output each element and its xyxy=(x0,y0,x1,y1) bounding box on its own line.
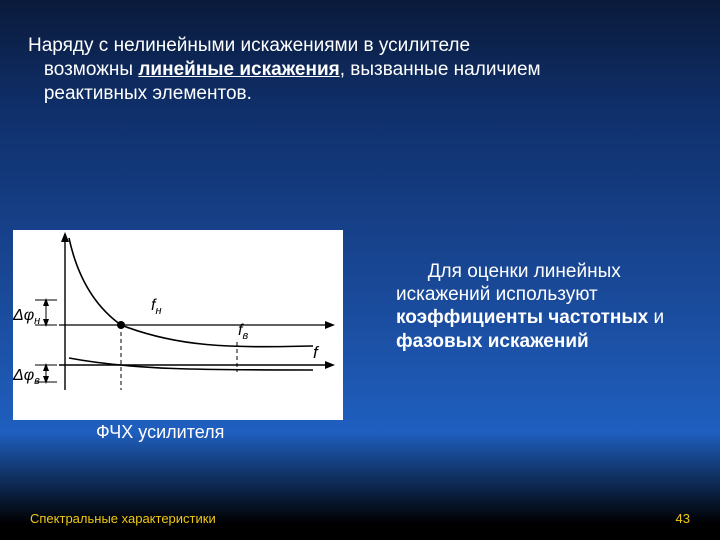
label-dphi-h: Δφ xyxy=(13,307,34,324)
right-p1: Для оценки линейных искажений используют xyxy=(396,261,621,305)
body-line2a: возможны xyxy=(44,59,139,80)
body-line3: реактивных элементов. xyxy=(44,83,252,104)
svg-text:Δφв: Δφв xyxy=(13,367,40,387)
label-f: f xyxy=(313,343,320,362)
slide: Наряду с нелинейными искажениями в усили… xyxy=(0,0,720,540)
svg-text:Δφн: Δφн xyxy=(13,307,40,327)
body-paragraph: Наряду с нелинейными искажениями в усили… xyxy=(28,34,692,105)
figure-caption: ФЧХ усилителя xyxy=(96,422,224,443)
body-line1: Наряду с нелинейными искажениями в усили… xyxy=(28,35,470,56)
body-line2c: , вызванные наличием xyxy=(340,59,541,80)
label-dphi-h-sub: н xyxy=(34,315,40,327)
right-p2: коэффициенты частотных xyxy=(396,307,648,328)
footer-left: Спектральные характеристики xyxy=(30,511,216,526)
label-fh-sub: н xyxy=(155,305,161,317)
svg-text:fн: fн xyxy=(151,297,162,317)
right-p4: фазовых искажений xyxy=(396,331,589,352)
label-dphi-v-sub: в xyxy=(34,375,40,387)
right-paragraph: Для оценки линейных искажений используют… xyxy=(396,260,696,353)
page-number: 43 xyxy=(676,511,690,526)
label-dphi-v: Δφ xyxy=(13,367,34,384)
right-p3: и xyxy=(648,307,664,328)
figure-container: Δφн Δφв fн fв f xyxy=(13,230,343,420)
body-line2b: линейные искажения xyxy=(138,59,339,80)
label-fv-sub: в xyxy=(242,330,248,342)
phase-chart: Δφн Δφв fн fв f xyxy=(13,230,343,420)
